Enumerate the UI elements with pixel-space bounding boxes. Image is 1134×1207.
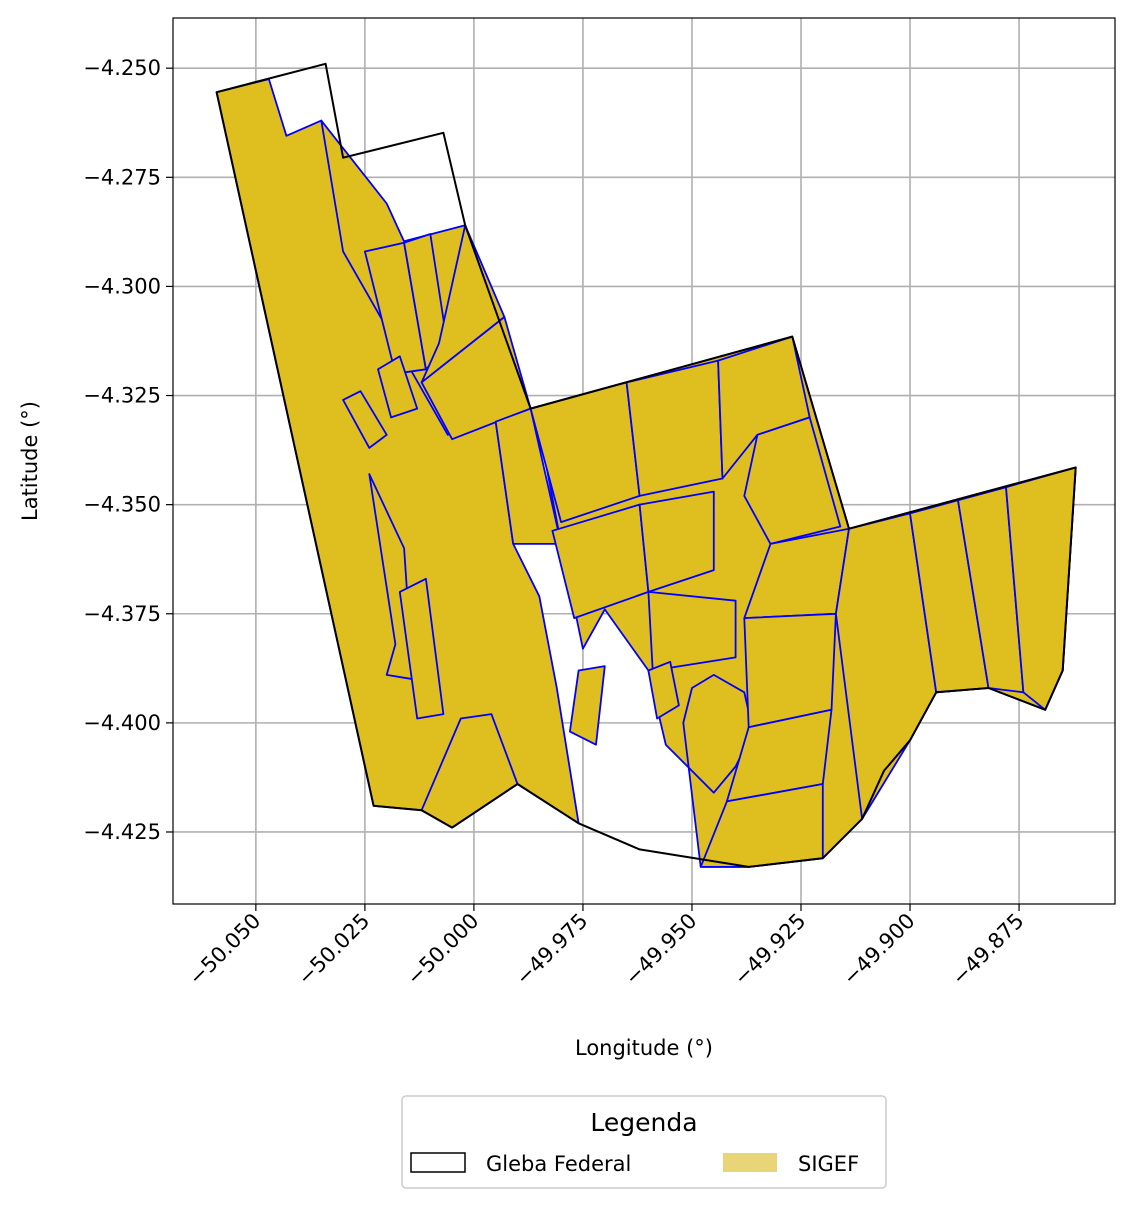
legend: Legenda Gleba Federal SIGEF <box>402 1096 886 1188</box>
x-tick-label-6: −49.900 <box>838 909 919 990</box>
x-axis-label: Longitude (°) <box>575 1036 713 1060</box>
y-tick-label-7: −4.425 <box>83 820 161 844</box>
y-axis-label: Latitude (°) <box>18 401 42 521</box>
legend-swatch-gleba-federal <box>411 1153 465 1172</box>
y-tick-label-1: −4.275 <box>83 165 161 189</box>
legend-label-sigef: SIGEF <box>798 1152 859 1176</box>
sigef-parcel-12 <box>627 361 723 496</box>
sigef-parcel-19 <box>744 614 836 727</box>
x-axis-ticks: −50.050 −50.025 −50.000 −49.975 −49.950 −49.9… <box>184 904 1029 990</box>
y-tick-label-2: −4.300 <box>83 274 161 298</box>
y-tick-label-4: −4.350 <box>83 493 161 517</box>
x-tick-label-2: −50.000 <box>402 909 483 990</box>
y-tick-label-0: −4.250 <box>83 56 161 80</box>
y-tick-label-6: −4.400 <box>83 711 161 735</box>
x-tick-label-5: −49.925 <box>729 909 810 990</box>
legend-title: Legenda <box>590 1108 697 1137</box>
y-tick-label-3: −4.325 <box>83 384 161 408</box>
legend-label-gleba-federal: Gleba Federal <box>486 1152 631 1176</box>
x-tick-label-3: −49.975 <box>511 909 592 990</box>
x-tick-label-7: −49.875 <box>947 909 1028 990</box>
x-tick-label-4: −49.950 <box>620 909 701 990</box>
x-tick-label-1: −50.025 <box>293 909 374 990</box>
y-tick-label-5: −4.375 <box>83 602 161 626</box>
y-axis-ticks: −4.250 −4.275 −4.300 −4.325 −4.350 −4.375 −4.4… <box>83 56 173 844</box>
sigef-parcel-18 <box>648 592 735 671</box>
x-tick-label-0: −50.050 <box>184 909 265 990</box>
legend-swatch-sigef <box>723 1153 777 1172</box>
